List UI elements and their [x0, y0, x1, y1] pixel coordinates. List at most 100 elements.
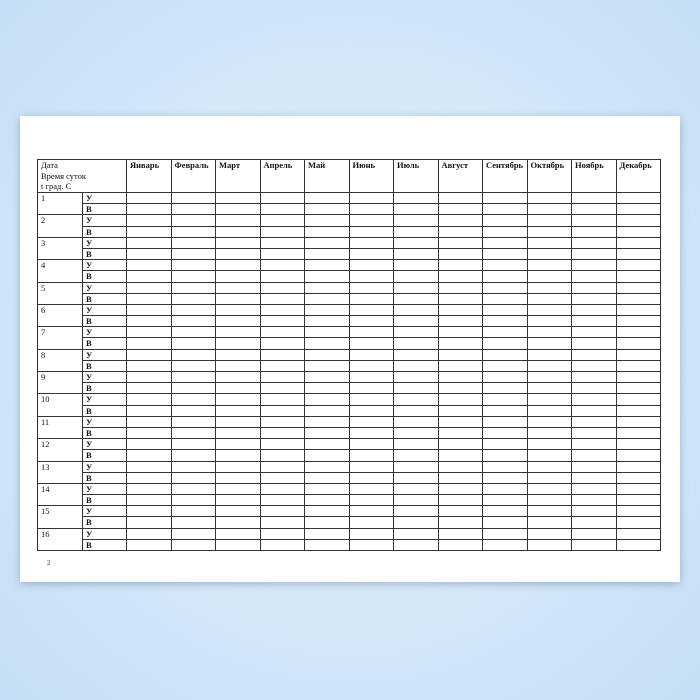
- value-cell[interactable]: [393, 303, 439, 317]
- value-cell[interactable]: [170, 247, 216, 261]
- value-cell[interactable]: [259, 527, 305, 540]
- value-cell[interactable]: [348, 326, 394, 339]
- value-cell[interactable]: [259, 214, 305, 227]
- value-cell[interactable]: [259, 259, 305, 272]
- value-cell[interactable]: [393, 247, 439, 261]
- value-cell[interactable]: [615, 225, 661, 238]
- value-cell[interactable]: [348, 527, 394, 540]
- value-cell[interactable]: [126, 236, 172, 249]
- value-cell[interactable]: [170, 482, 216, 496]
- value-cell[interactable]: [571, 382, 617, 395]
- value-cell[interactable]: [348, 538, 394, 552]
- value-cell[interactable]: [526, 438, 572, 451]
- value-cell[interactable]: [259, 203, 305, 216]
- value-cell[interactable]: [348, 370, 394, 384]
- value-cell[interactable]: [482, 382, 528, 395]
- value-cell[interactable]: [615, 538, 661, 552]
- value-cell[interactable]: [526, 494, 572, 507]
- value-cell[interactable]: [526, 315, 572, 328]
- value-cell[interactable]: [482, 270, 528, 283]
- value-cell[interactable]: [571, 303, 617, 317]
- value-cell[interactable]: [215, 527, 261, 540]
- value-cell[interactable]: [526, 471, 572, 484]
- value-cell[interactable]: [571, 426, 617, 440]
- value-cell[interactable]: [215, 359, 261, 373]
- value-cell[interactable]: [615, 527, 661, 540]
- value-cell[interactable]: [348, 382, 394, 395]
- value-cell[interactable]: [482, 214, 528, 227]
- value-cell[interactable]: [215, 538, 261, 552]
- value-cell[interactable]: [482, 471, 528, 484]
- value-cell[interactable]: [215, 505, 261, 518]
- value-cell[interactable]: [304, 382, 350, 395]
- value-cell[interactable]: [571, 214, 617, 227]
- value-cell[interactable]: [348, 225, 394, 238]
- value-cell[interactable]: [482, 303, 528, 317]
- value-cell[interactable]: [259, 326, 305, 339]
- value-cell[interactable]: [215, 393, 261, 406]
- value-cell[interactable]: [348, 191, 394, 205]
- value-cell[interactable]: [437, 382, 483, 395]
- value-cell[interactable]: [215, 426, 261, 440]
- value-cell[interactable]: [393, 292, 439, 305]
- value-cell[interactable]: [215, 214, 261, 227]
- value-cell[interactable]: [571, 247, 617, 261]
- value-cell[interactable]: [571, 236, 617, 249]
- value-cell[interactable]: [348, 471, 394, 484]
- value-cell[interactable]: [526, 259, 572, 272]
- value-cell[interactable]: [259, 393, 305, 406]
- value-cell[interactable]: [170, 326, 216, 339]
- value-cell[interactable]: [526, 482, 572, 496]
- value-cell[interactable]: [215, 382, 261, 395]
- value-cell[interactable]: [259, 236, 305, 249]
- value-cell[interactable]: [348, 460, 394, 473]
- value-cell[interactable]: [170, 527, 216, 540]
- value-cell[interactable]: [126, 315, 172, 328]
- value-cell[interactable]: [615, 393, 661, 406]
- value-cell[interactable]: [348, 516, 394, 529]
- value-cell[interactable]: [126, 214, 172, 227]
- value-cell[interactable]: [526, 270, 572, 283]
- value-cell[interactable]: [437, 259, 483, 272]
- value-cell[interactable]: [393, 438, 439, 451]
- value-cell[interactable]: [393, 203, 439, 216]
- value-cell[interactable]: [126, 348, 172, 361]
- value-cell[interactable]: [170, 191, 216, 205]
- value-cell[interactable]: [259, 315, 305, 328]
- value-cell[interactable]: [615, 281, 661, 294]
- value-cell[interactable]: [170, 460, 216, 473]
- value-cell[interactable]: [215, 259, 261, 272]
- value-cell[interactable]: [348, 393, 394, 406]
- value-cell[interactable]: [571, 225, 617, 238]
- value-cell[interactable]: [304, 214, 350, 227]
- value-cell[interactable]: [348, 482, 394, 496]
- value-cell[interactable]: [215, 449, 261, 462]
- value-cell[interactable]: [348, 236, 394, 249]
- value-cell[interactable]: [126, 191, 172, 205]
- value-cell[interactable]: [304, 247, 350, 261]
- value-cell[interactable]: [126, 438, 172, 451]
- value-cell[interactable]: [304, 337, 350, 350]
- value-cell[interactable]: [393, 370, 439, 384]
- value-cell[interactable]: [571, 460, 617, 473]
- value-cell[interactable]: [393, 348, 439, 361]
- value-cell[interactable]: [170, 214, 216, 227]
- value-cell[interactable]: [571, 516, 617, 529]
- value-cell[interactable]: [571, 348, 617, 361]
- value-cell[interactable]: [348, 438, 394, 451]
- value-cell[interactable]: [437, 337, 483, 350]
- value-cell[interactable]: [393, 449, 439, 462]
- value-cell[interactable]: [393, 404, 439, 417]
- value-cell[interactable]: [437, 270, 483, 283]
- value-cell[interactable]: [393, 426, 439, 440]
- value-cell[interactable]: [348, 449, 394, 462]
- value-cell[interactable]: [304, 348, 350, 361]
- value-cell[interactable]: [615, 292, 661, 305]
- value-cell[interactable]: [304, 482, 350, 496]
- value-cell[interactable]: [304, 538, 350, 552]
- value-cell[interactable]: [571, 292, 617, 305]
- value-cell[interactable]: [259, 370, 305, 384]
- value-cell[interactable]: [170, 426, 216, 440]
- value-cell[interactable]: [304, 270, 350, 283]
- value-cell[interactable]: [259, 426, 305, 440]
